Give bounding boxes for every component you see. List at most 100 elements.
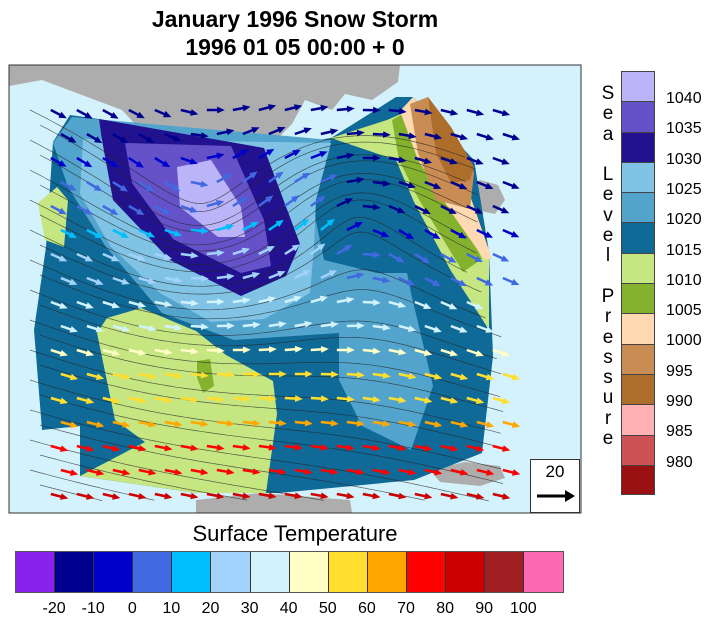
slp-title-letter: r (604, 407, 612, 429)
wind-vector-head (190, 444, 199, 452)
wind-vector-head (278, 468, 287, 475)
wind-vector-head (346, 395, 355, 403)
wind-vector-head (84, 160, 93, 168)
slp-color-box (621, 283, 655, 314)
reference-vector-label: 20 (545, 462, 565, 481)
wind-vector-head (215, 200, 225, 207)
streamline (29, 109, 466, 204)
reference-vector: 20 (530, 459, 580, 513)
wind-vector-head (382, 420, 391, 427)
wind-vector-head (253, 370, 261, 378)
wind-vector-head (174, 276, 183, 284)
wind-vector-head (59, 445, 69, 452)
wind-vector-head (93, 184, 103, 192)
wind-vector-head (148, 420, 157, 428)
wind-vector-head (398, 492, 407, 500)
wind-vector-head (476, 445, 485, 452)
wind-vector-head (511, 326, 520, 333)
wind-vector-head (500, 207, 510, 214)
wind-vector-head (277, 126, 286, 134)
wind-vector-head (502, 445, 511, 452)
wind-vector-head (109, 160, 119, 168)
wind-vector-head (406, 279, 416, 286)
wind-vector-head (398, 396, 407, 404)
wind-vector-head (172, 135, 182, 142)
wind-vector-head (459, 182, 468, 190)
streamline (39, 231, 482, 295)
wind-vector-head (501, 302, 510, 309)
streamline (39, 424, 425, 501)
wind-vector-head (460, 421, 469, 428)
wind-vector-head (382, 372, 391, 379)
slp-title-letter: S (601, 83, 615, 104)
wind-vector-head (242, 104, 251, 112)
wind-vector-head (112, 445, 121, 452)
wind-vector-head (145, 184, 154, 192)
wind-vector-head (84, 208, 93, 215)
wind-vector-head (226, 128, 235, 136)
wind-vector-head (190, 109, 199, 116)
slp-1010-west (38, 187, 68, 247)
wind-vector-head (110, 112, 119, 119)
wind-vector-head (163, 110, 172, 118)
slp-color-box (621, 101, 655, 132)
wind-vector-head (216, 395, 225, 403)
wind-vector-head (330, 321, 339, 328)
wind-vector-head (58, 111, 67, 119)
wind-vector-head (294, 492, 303, 500)
wind-vector-head (460, 469, 469, 476)
wind-vector-head (485, 326, 494, 333)
wind-vector-head (111, 349, 121, 356)
wind-vector-head (432, 279, 441, 287)
wind-vector-head (148, 468, 157, 476)
wind-vector-head (136, 111, 145, 119)
wind-vector-head (226, 419, 235, 427)
wind-vector-head (162, 207, 171, 215)
wind-vector-head (433, 182, 442, 189)
wind-vector-head (319, 151, 328, 158)
wind-vector-head (383, 131, 391, 138)
wind-vector-head (226, 468, 235, 475)
streamline (39, 394, 504, 484)
wind-vector-head (275, 219, 284, 227)
wind-vector-head (450, 397, 459, 404)
wind-vector-head (121, 278, 130, 285)
wind-vector-head (512, 469, 521, 476)
wind-vector-head (164, 348, 173, 356)
wind-vector-head (356, 176, 365, 184)
wind-vector-head (423, 157, 433, 165)
wind-vector-head (501, 397, 511, 405)
wind-vector-head (450, 445, 459, 452)
wind-vector-head (190, 492, 199, 500)
slp-color-box (621, 192, 655, 223)
wind-vector-head (434, 373, 443, 380)
wind-vector-head (372, 396, 381, 403)
wind-vector-head (122, 421, 131, 428)
wind-vector-head (303, 127, 312, 134)
wind-vector-head (320, 395, 329, 402)
wind-vector-head (346, 152, 355, 160)
temperature-tick-label: 100 (509, 600, 537, 617)
wind-vector-head (294, 443, 303, 451)
wind-vector-head (268, 395, 277, 402)
temperature-color-box (524, 552, 564, 592)
slp-title-letter: e (602, 184, 614, 206)
wind-vector-head (174, 324, 183, 331)
wind-vector-head (475, 158, 484, 165)
wind-vector-head (239, 196, 249, 204)
wind-vector-head (200, 420, 209, 427)
wind-vector-head (459, 326, 468, 333)
streamline (39, 179, 478, 252)
wind-vector-head (475, 303, 484, 310)
slp-color-box (621, 464, 655, 496)
wind-vector-head (95, 373, 105, 380)
wind-vector-head (224, 173, 233, 181)
wind-vector-head (326, 218, 335, 227)
wind-vector-head (320, 492, 329, 500)
slp-color-box (621, 373, 655, 405)
wind-vector-head (291, 244, 300, 252)
wind-vector-head (251, 127, 260, 134)
wind-vector-head (251, 272, 261, 279)
wind-vector-head (190, 347, 199, 355)
wind-vector-head (485, 373, 495, 381)
